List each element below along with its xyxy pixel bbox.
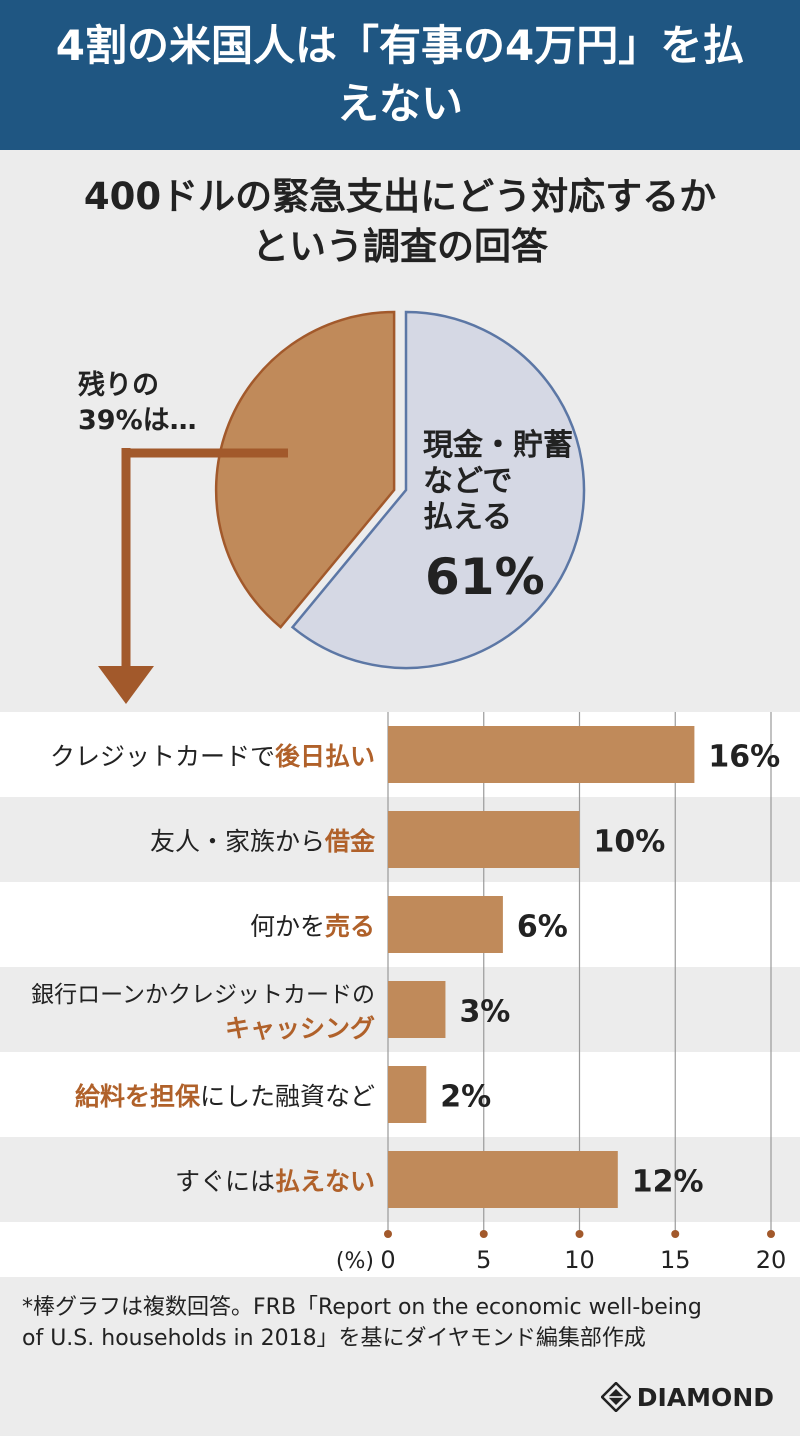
- bar-category-label: すぐには払えない: [175, 1137, 375, 1222]
- pie-cash-percent: 61%: [425, 548, 545, 606]
- pie-slice-cash: [290, 310, 586, 670]
- bar-category-label: 給料を担保にした融資など: [75, 1052, 375, 1137]
- pie-rest-label: 残りの 39%は…: [78, 368, 197, 438]
- pie-rest-label-line-2: 39%は…: [78, 405, 197, 436]
- category-text: 友人・家族から: [149, 826, 325, 856]
- footnote: *棒グラフは複数回答。FRB「Report on the economic we…: [22, 1292, 782, 1354]
- category-highlight-text: 払えない: [274, 1166, 375, 1196]
- bar-category-label: 友人・家族から借金: [150, 797, 375, 882]
- category-text: 何かを: [249, 911, 325, 941]
- tick-mark: [767, 1230, 775, 1238]
- bar-value-label: 3%: [459, 995, 510, 1030]
- bar-value-label: 2%: [440, 1080, 491, 1115]
- bar-value-label: 6%: [517, 910, 568, 945]
- tick-mark: [479, 1230, 488, 1238]
- pie-cash-label: 現金・貯蓄 などで 払える: [423, 428, 573, 536]
- bar-value-label: 10%: [594, 825, 666, 860]
- category-highlight-text: 売る: [324, 911, 375, 941]
- x-tick-label: 20: [756, 1246, 787, 1274]
- category-text: にした融資など: [199, 1081, 375, 1111]
- bar-value-label: 16%: [708, 740, 780, 775]
- x-unit-label: (%): [336, 1249, 374, 1274]
- footnote-line-2: of U.S. households in 2018」を基にダイヤモンド編集部作…: [22, 1326, 646, 1351]
- footnote-line-1: *棒グラフは複数回答。FRB「Report on the economic we…: [22, 1295, 702, 1320]
- arrow-head: [98, 666, 154, 704]
- axis-band: [0, 1222, 800, 1277]
- header-banner: 4割の米国人は「有事の4万円」を払えない: [0, 0, 800, 150]
- pie-chart: [98, 310, 586, 704]
- category-highlight-text: キャッシング: [224, 1013, 375, 1043]
- pie-rest-label-line-1: 残りの: [78, 370, 159, 401]
- diamond-logo-icon: [600, 1382, 631, 1412]
- subtitle-line-1: 400ドルの緊急支出にどう対応するか: [83, 175, 717, 218]
- tick-mark: [575, 1230, 584, 1238]
- bar-category-label: 何かを売る: [250, 882, 375, 967]
- pie-cash-label-line-2: などで: [423, 464, 513, 499]
- tick-mark: [671, 1230, 680, 1238]
- bar: [388, 1066, 427, 1123]
- bar-category-label: クレジットカードで後日払い: [50, 712, 375, 797]
- category-highlight-text: 後日払い: [274, 741, 375, 771]
- x-tick-label: 15: [660, 1246, 691, 1274]
- bar: [388, 1151, 618, 1208]
- subtitle-line-2: という調査の回答: [252, 225, 548, 268]
- tick-mark: [384, 1230, 392, 1238]
- category-highlight-text: 借金: [324, 826, 375, 856]
- bar: [388, 726, 695, 783]
- chart-subtitle: 400ドルの緊急支出にどう対応するか という調査の回答: [0, 172, 800, 272]
- page-title: 4割の米国人は「有事の4万円」を払えない: [55, 21, 745, 128]
- category-text: すぐには: [174, 1166, 275, 1196]
- category-highlight-text: 給料を担保: [74, 1081, 200, 1111]
- x-tick-label: 0: [380, 1246, 395, 1274]
- brand-name: DIAMOND: [636, 1382, 774, 1412]
- category-text: 銀行ローンかクレジットカードの: [31, 981, 375, 1008]
- category-text: クレジットカードで: [49, 741, 275, 771]
- bar-value-label: 12%: [632, 1165, 704, 1200]
- bar: [388, 981, 446, 1038]
- bar-category-label: 銀行ローンかクレジットカードのキャッシング: [31, 967, 375, 1052]
- pie-cash-label-line-3: 払える: [423, 500, 513, 535]
- x-tick-label: 5: [476, 1246, 491, 1274]
- brand-logo: DIAMOND: [600, 1382, 774, 1412]
- x-tick-label: 10: [564, 1246, 595, 1274]
- bar: [388, 811, 580, 868]
- bar-chart: 16% 10% 6% 3% 2% 12% 0 5 10 15 20 (%): [0, 712, 800, 1277]
- pie-slice-rest: [214, 310, 396, 629]
- bar: [388, 896, 503, 953]
- pie-cash-label-line-1: 現金・貯蓄: [423, 428, 573, 463]
